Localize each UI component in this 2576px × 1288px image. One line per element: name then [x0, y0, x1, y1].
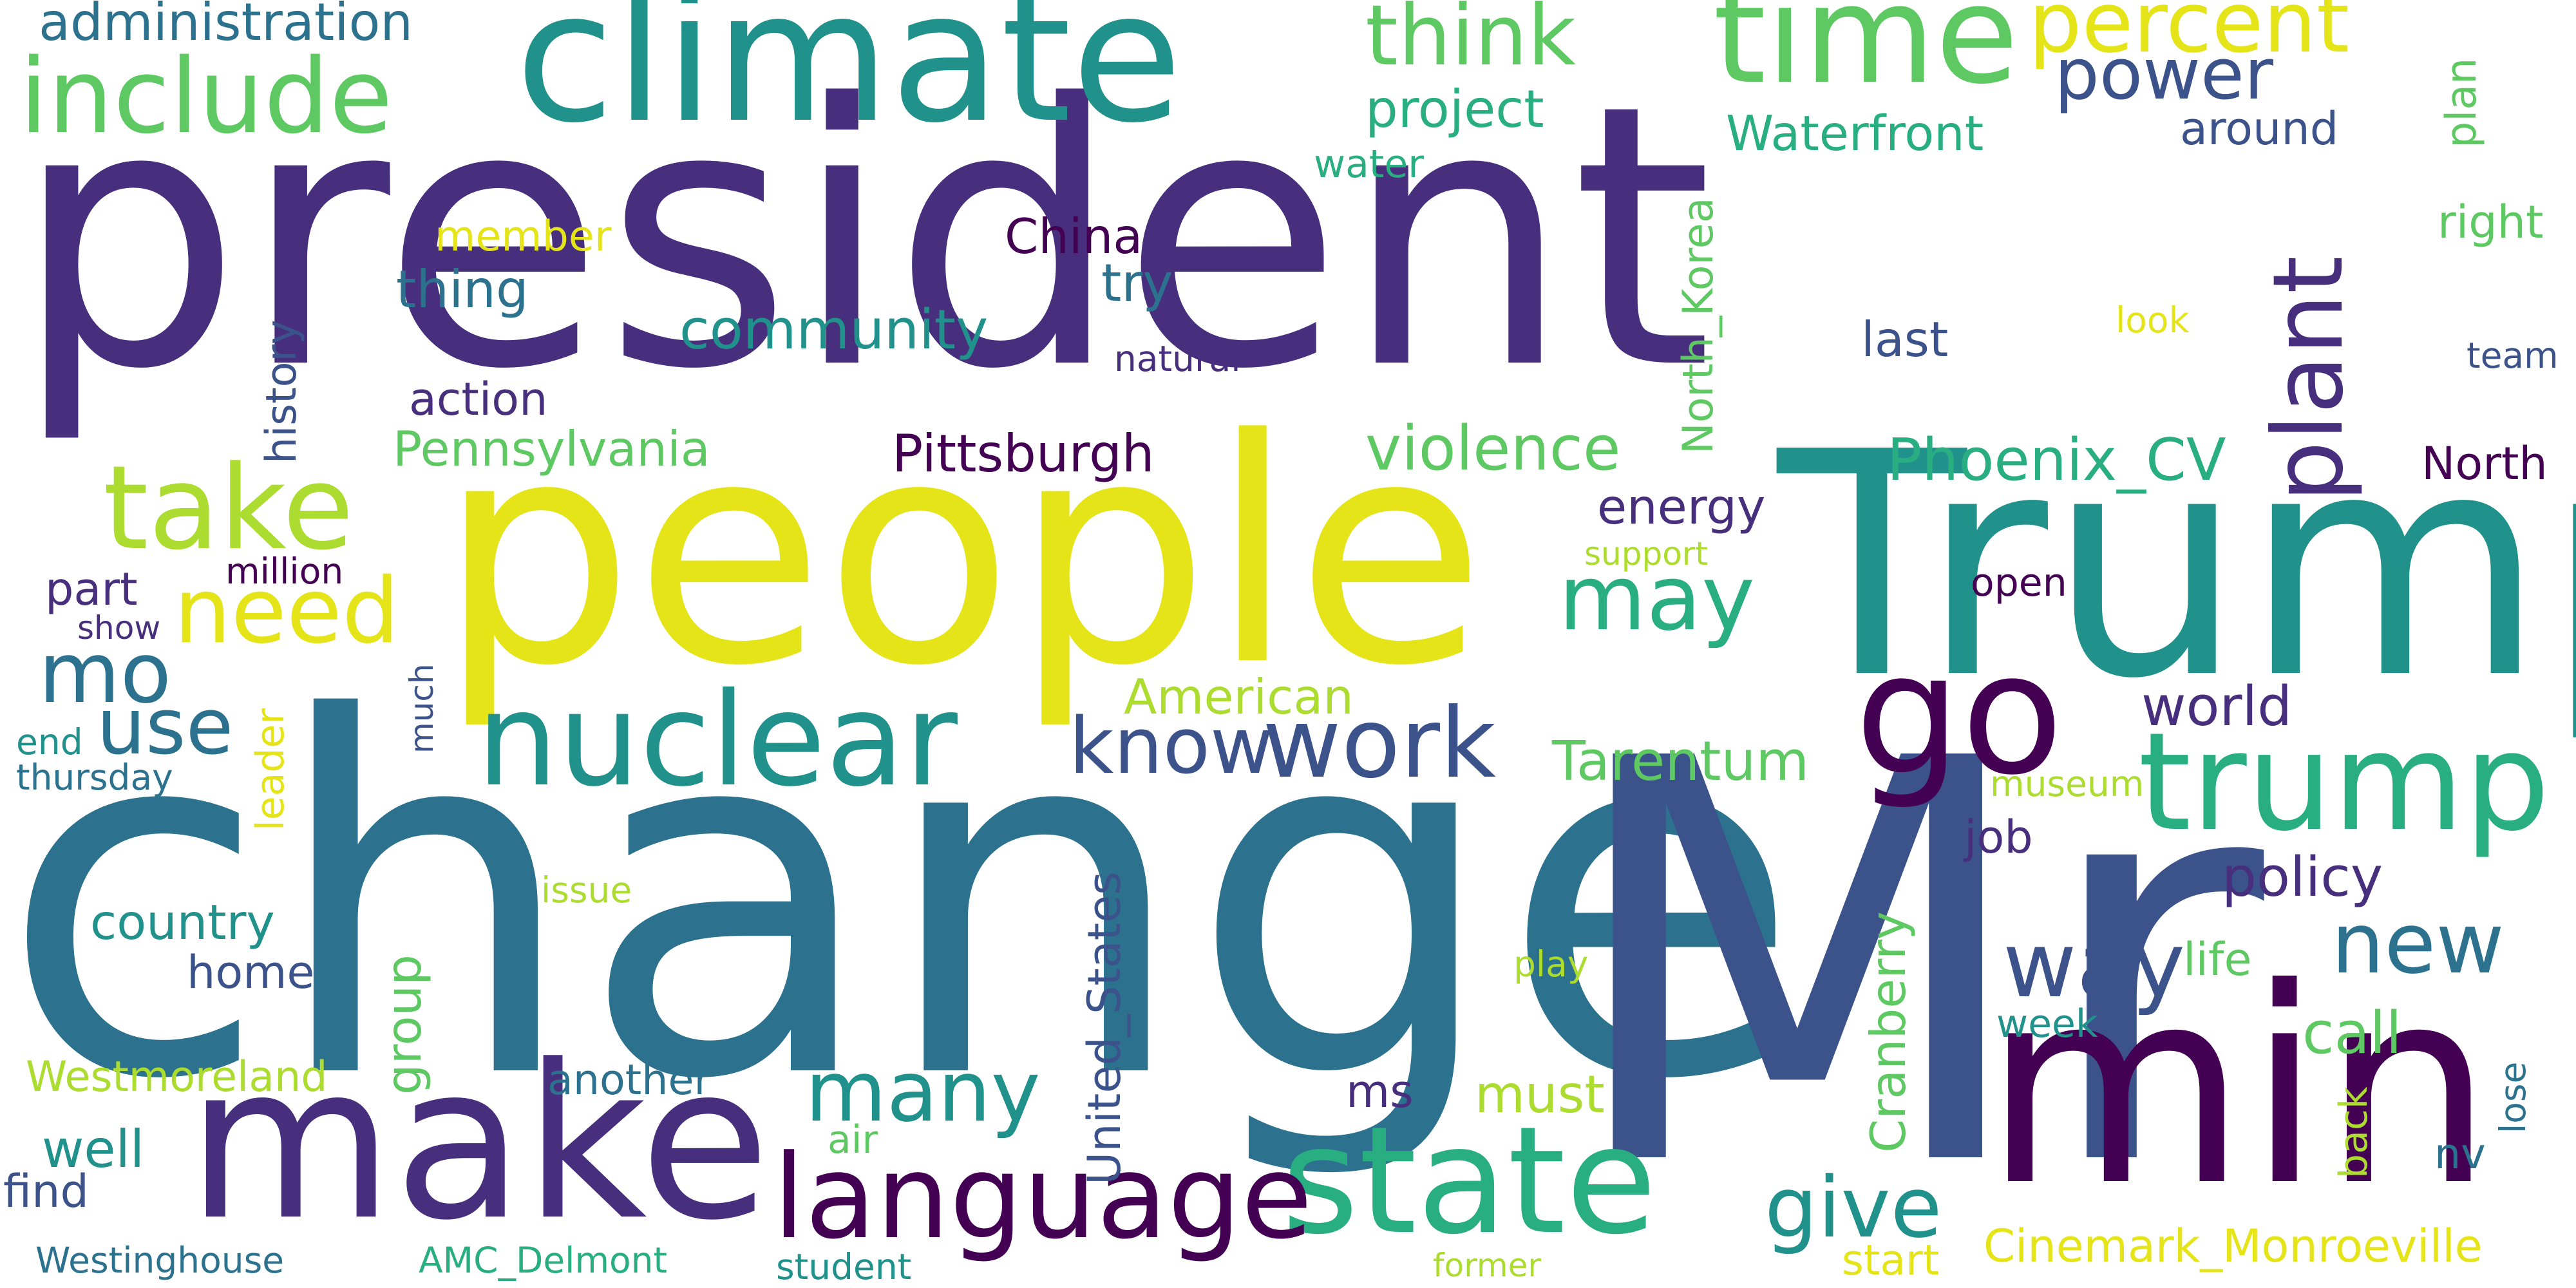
word-percent: percent — [2029, 0, 2349, 71]
word-world: world — [2141, 675, 2293, 739]
word-water: water — [1314, 142, 1424, 187]
word-look: look — [2116, 299, 2190, 341]
word-know: know — [1069, 702, 1274, 791]
word-cranberry: Cranberry — [1860, 911, 1917, 1153]
word-ms: ms — [1346, 1065, 1414, 1118]
word-mo: mo — [39, 624, 172, 722]
word-policy: policy — [2222, 846, 2383, 909]
word-history: history — [258, 319, 306, 464]
word-plan: plan — [2438, 57, 2486, 148]
word-leader: leader — [248, 708, 293, 831]
word-language: language — [773, 1130, 1313, 1265]
word-former: former — [1433, 1247, 1541, 1284]
word-find: find — [3, 1165, 89, 1218]
word-home: home — [187, 946, 315, 999]
word-museum: museum — [1990, 763, 2145, 804]
word-trump-caps: Trump — [1777, 386, 2576, 746]
word-westmoreland: Westmoreland — [26, 1053, 328, 1101]
word-energy: energy — [1597, 478, 1766, 535]
word-last: last — [1861, 311, 1949, 368]
word-million: million — [225, 551, 344, 592]
word-air: air — [828, 1117, 878, 1162]
word-american: American — [1124, 668, 1354, 725]
word-use: use — [97, 683, 234, 772]
word-time: time — [1713, 0, 2019, 114]
word-min: min — [1984, 931, 2494, 1245]
word-pittsburgh: Pittsburgh — [892, 424, 1155, 484]
word-may: may — [1558, 546, 1756, 651]
word-mr: Mr — [1558, 643, 2264, 1288]
word-think: think — [1365, 0, 1577, 84]
word-right: right — [2438, 196, 2544, 249]
word-change: change — [0, 617, 1801, 1186]
word-north-korea: North_Korea — [1674, 197, 1723, 454]
word-lose: lose — [2492, 1061, 2533, 1133]
word-call: call — [2302, 999, 2402, 1067]
word-part: part — [45, 563, 138, 616]
word-around: around — [2180, 102, 2339, 155]
word-north: North — [2421, 437, 2548, 490]
word-make: make — [187, 1019, 771, 1267]
word-week: week — [1996, 1001, 2098, 1046]
word-power: power — [2054, 33, 2273, 115]
word-nuclear: nuclear — [477, 665, 958, 815]
word-way: way — [2003, 913, 2186, 1018]
word-open: open — [1971, 560, 2067, 605]
word-trump: trump — [2138, 703, 2550, 861]
word-thing: thing — [396, 260, 529, 319]
word-support: support — [1584, 535, 1708, 573]
word-issue: issue — [541, 869, 632, 911]
word-violence: violence — [1365, 413, 1621, 484]
word-president: president — [13, 28, 1713, 448]
word-nv: nv — [2434, 1130, 2486, 1179]
word-new: new — [2331, 895, 2505, 992]
word-tarentum: Tarentum — [1552, 730, 1810, 793]
word-must: must — [1475, 1065, 1605, 1124]
word-start: start — [1842, 1236, 1940, 1285]
word-natural: natural — [1114, 338, 1241, 379]
word-job: job — [1964, 811, 2033, 864]
word-community: community — [679, 298, 989, 362]
word-try: try — [1101, 253, 1173, 313]
word-much: much — [403, 663, 440, 753]
word-need: need — [174, 559, 399, 664]
word-play: play — [1513, 943, 1589, 985]
word-back: back — [2331, 1086, 2376, 1179]
word-state: state — [1282, 1095, 1657, 1267]
word-thursday: thursday — [16, 757, 173, 798]
word-team: team — [2467, 335, 2559, 376]
word-country: country — [90, 894, 275, 951]
word-project: project — [1365, 79, 1544, 139]
word-action: action — [409, 373, 548, 426]
word-people: people — [438, 374, 1486, 734]
word-china: China — [1005, 208, 1143, 265]
word-end: end — [16, 721, 83, 762]
word-climate: climate — [515, 0, 1182, 163]
word-group: group — [375, 954, 432, 1095]
word-include: include — [19, 36, 393, 156]
word-another: another — [547, 1056, 712, 1104]
word-give: give — [1765, 1159, 1942, 1256]
word-phoenix-cv: Phoenix_CV — [1887, 426, 2226, 494]
word-life: life — [2183, 933, 2252, 986]
word-work: work — [1262, 688, 1496, 800]
word-cinemark-monroeville: Cinemark_Monroeville — [1984, 1220, 2483, 1273]
word-student: student — [776, 1246, 912, 1287]
word-many: many — [805, 1043, 1041, 1141]
word-amc-delmont: AMC_Delmont — [419, 1240, 668, 1281]
word-waterfront: Waterfront — [1726, 105, 1984, 162]
word-pennsylvania: Pennsylvania — [393, 421, 710, 477]
word-well: well — [42, 1119, 145, 1179]
word-plant: plant — [2253, 256, 2365, 502]
word-administration: administration — [39, 0, 413, 52]
word-member: member — [435, 213, 612, 261]
word-show: show — [77, 609, 161, 647]
word-united-states: United_States — [1078, 871, 1131, 1185]
word-westinghouse: Westinghouse — [35, 1240, 285, 1281]
word-take: take — [103, 441, 354, 576]
word-go: go — [1855, 618, 2064, 812]
